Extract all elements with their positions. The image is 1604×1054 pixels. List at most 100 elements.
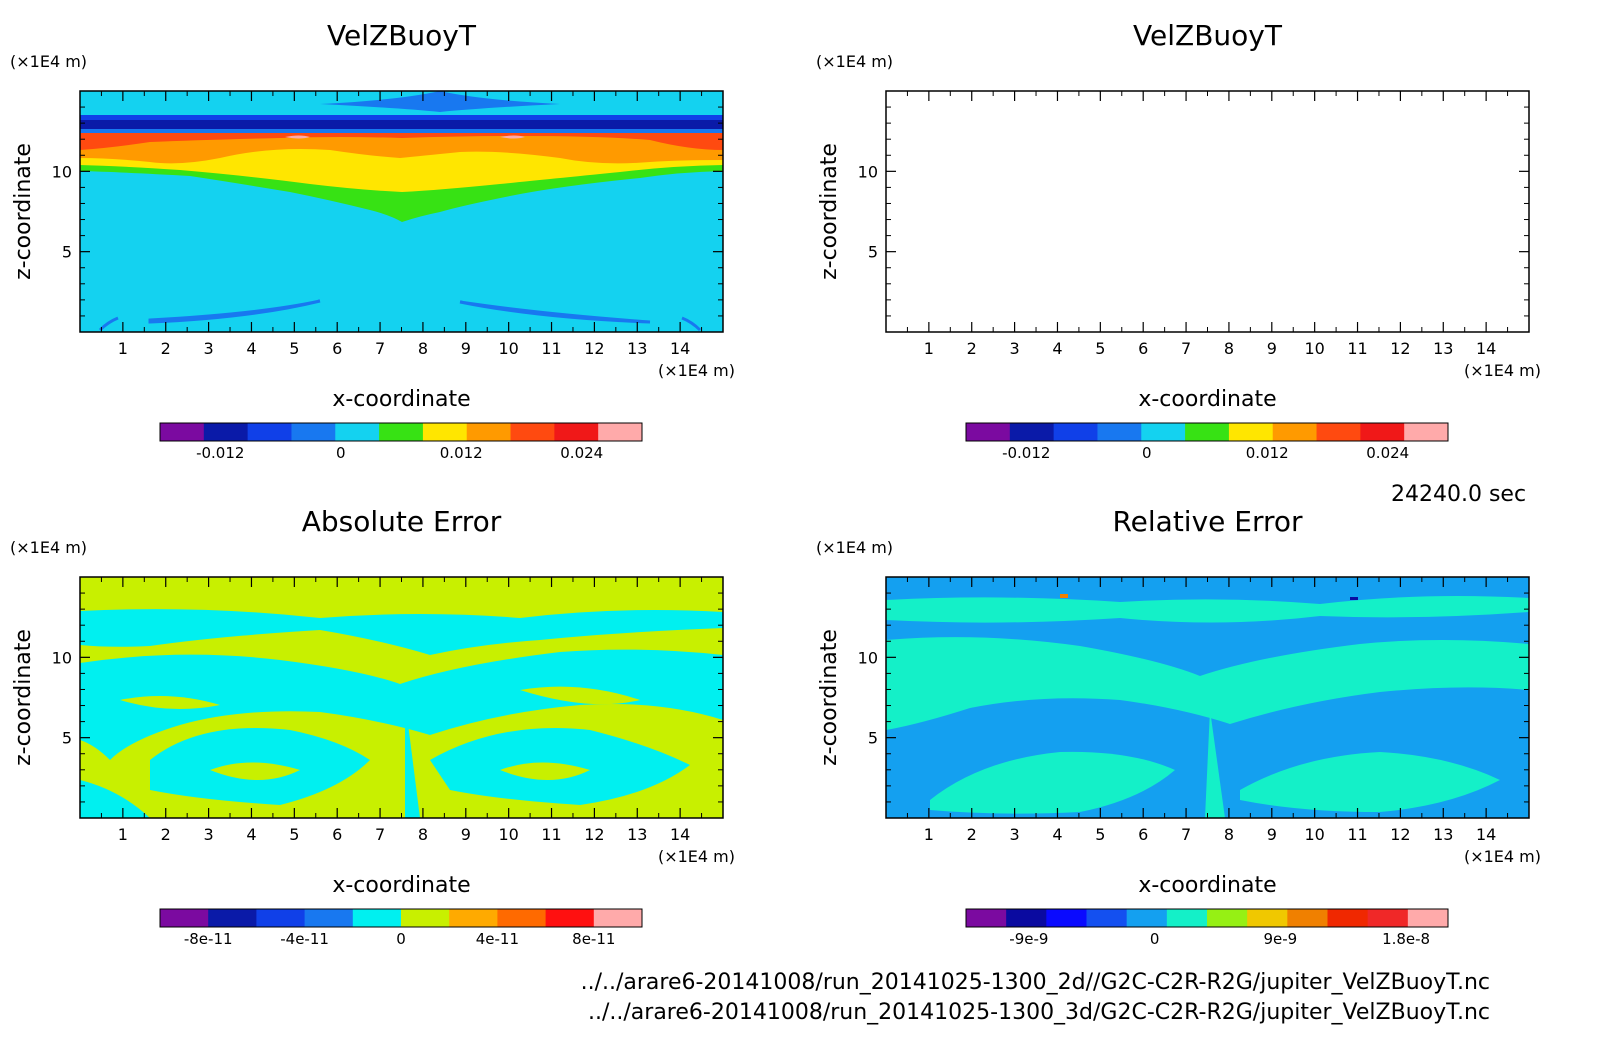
panel-title: VelZBuoyT	[1133, 19, 1283, 52]
axes-layer: VelZBuoyT(×1E4 m)(×1E4 m)1 2 3 4 5 6 7 8 9 10 11 12…	[10, 19, 1541, 948]
x-tick-label: 9	[461, 339, 471, 358]
colorbar-swatch	[1126, 909, 1168, 927]
z-tick-label: 5	[868, 243, 878, 262]
red-region	[80, 133, 723, 150]
z-unit-label: (×1E4 m)	[10, 52, 87, 71]
z-tick-label: 5	[62, 729, 72, 748]
z-axis-label: z-coordinate	[11, 629, 36, 766]
z-tick-label: 10	[52, 162, 72, 181]
colorbar-swatch	[1006, 909, 1047, 927]
colorbar-tick-label: 0	[1142, 444, 1152, 462]
colorbar-frame	[159, 908, 643, 928]
yellow-patch	[210, 762, 300, 780]
colorbar-tick-label: -8e-11	[184, 930, 233, 948]
dark-blue-speck	[1350, 597, 1358, 600]
colorbar-swatch	[247, 423, 292, 441]
colorbar-swatch	[335, 423, 380, 441]
x-tick-label: 1	[118, 825, 128, 844]
x-tick-label: 12	[1390, 825, 1410, 844]
x-axis-label: x-coordinate	[332, 387, 470, 412]
z-tick-label: 5	[868, 729, 878, 748]
x-tick-label: 10	[498, 339, 518, 358]
colorbar-swatch	[160, 423, 205, 441]
colorbar-swatch	[466, 423, 512, 441]
dark-blue-band	[80, 120, 723, 129]
x-tick-label: 12	[1390, 339, 1410, 358]
x-tick-label: 1	[924, 339, 934, 358]
x-tick-label: 14	[670, 339, 690, 358]
colorbar-swatch	[1360, 423, 1405, 441]
colorbar-swatch	[1046, 909, 1087, 927]
colorbar-swatch	[1207, 909, 1248, 927]
x-tick-label: 8	[418, 825, 428, 844]
time-label: 24240.0 sec	[1391, 482, 1527, 507]
orange-speck	[1060, 594, 1068, 598]
colorbar-swatch	[1316, 423, 1361, 441]
panel-3: Absolute Error(×1E4 m)(×1E4 m)1 2 3 4 5 6 7 8 9 1…	[10, 505, 735, 948]
panel-title: Absolute Error	[302, 505, 502, 538]
colorbar-swatch	[449, 909, 498, 927]
x-tick-label: 10	[1304, 339, 1324, 358]
lower-blue-edge	[681, 316, 702, 332]
x-tick-label: 8	[1224, 339, 1234, 358]
x-tick-label: 1	[924, 825, 934, 844]
x-unit-label: (×1E4 m)	[658, 847, 735, 866]
cyan-band	[80, 609, 723, 655]
x-tick-label: 7	[375, 339, 385, 358]
colorbar-tick-label: -4e-11	[280, 930, 329, 948]
colorbar-swatch	[545, 909, 595, 927]
colorbar-swatch	[966, 909, 1007, 927]
relative-error-field	[886, 577, 1529, 818]
colorbar-tick-label: -0.012	[1002, 444, 1050, 462]
z-tick-label: 5	[62, 243, 72, 262]
colorbar-swatch	[304, 909, 354, 927]
x-tick-label: 4	[1052, 339, 1062, 358]
colorbar-tick-label: 0.012	[1246, 444, 1289, 462]
colorbar-swatch	[203, 423, 249, 441]
colorbar-tick-label: 9e-9	[1263, 930, 1297, 948]
colorbar-swatch	[422, 423, 468, 441]
colorbar-tick-label: -0.012	[196, 444, 244, 462]
colorbar-tick-label: 0.024	[1366, 444, 1409, 462]
z-unit-label: (×1E4 m)	[816, 52, 893, 71]
panel-title: VelZBuoyT	[327, 19, 477, 52]
colorbar-swatch	[1404, 423, 1449, 441]
x-tick-label: 5	[289, 339, 299, 358]
panel-2: VelZBuoyT(×1E4 m)(×1E4 m)1 2 3 4 5 6 7 8 9 10 11 12…	[816, 19, 1541, 462]
colorbar-swatch	[160, 909, 209, 927]
cyan-lobe	[80, 649, 723, 760]
velzbuoyt-field-right	[886, 91, 1529, 332]
x-unit-label: (×1E4 m)	[1464, 847, 1541, 866]
colorbar-swatch	[1166, 909, 1208, 927]
x-tick-label: 7	[1181, 339, 1191, 358]
x-tick-label: 13	[1433, 339, 1453, 358]
colorbar-swatch	[352, 909, 402, 927]
z-axis-label: z-coordinate	[817, 629, 842, 766]
z-axis-label: z-coordinate	[11, 143, 36, 280]
x-tick-label: 14	[1476, 825, 1496, 844]
x-tick-label: 4	[246, 339, 256, 358]
x-tick-label: 1	[118, 339, 128, 358]
colorbar-tick-label: -9e-9	[1009, 930, 1048, 948]
x-tick-label: 9	[461, 825, 471, 844]
panel-1: VelZBuoyT(×1E4 m)(×1E4 m)1 2 3 4 5 6 7 8 9 10 11 12…	[10, 19, 735, 462]
colorbar-swatch	[1141, 423, 1186, 441]
x-tick-label: 6	[332, 825, 342, 844]
lower-blue-arc-right	[459, 300, 651, 324]
mid-blue-line	[80, 129, 723, 133]
orange-region	[80, 133, 723, 164]
colorbar-swatch	[291, 423, 336, 441]
panel-title: Relative Error	[1112, 505, 1303, 538]
colorbar-swatch	[510, 423, 555, 441]
x-tick-label: 4	[246, 825, 256, 844]
colorbar-swatch	[1086, 909, 1128, 927]
absolute-error-field	[80, 577, 723, 818]
colorbar-swatch	[379, 423, 424, 441]
colorbar-swatch	[256, 909, 306, 927]
x-tick-label: 9	[1267, 825, 1277, 844]
x-tick-label: 8	[1224, 825, 1234, 844]
colorbar-swatch	[593, 909, 643, 927]
x-tick-label: 10	[498, 825, 518, 844]
x-unit-label: (×1E4 m)	[1464, 361, 1541, 380]
